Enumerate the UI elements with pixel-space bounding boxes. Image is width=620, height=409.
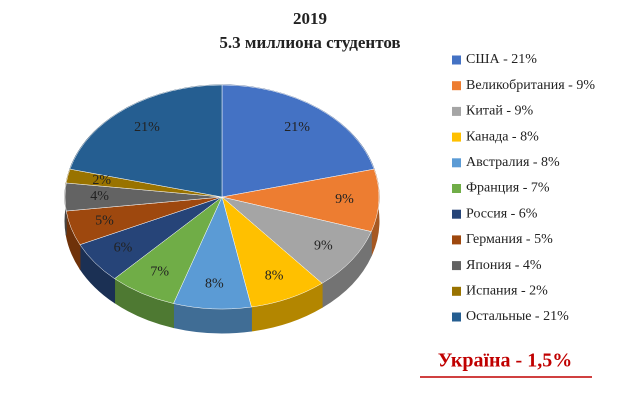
legend-label: Россия - 6% [466,206,538,221]
legend-swatch [452,286,461,296]
data-label: 5% [95,214,114,229]
slice [221,196,372,284]
data-label: 6% [114,241,133,256]
legend-swatch [452,158,461,168]
legend-label: Япония - 4% [466,258,542,273]
data-label: 4% [90,189,109,204]
legend-swatch [452,55,461,65]
chart-subtitle: 5.3 миллиона студентов [219,33,400,52]
data-label: 2% [92,173,111,188]
annotation: Україна - 1,5% [438,350,572,372]
legend-swatch [452,235,461,245]
legend-label: Австралия - 8% [466,155,560,170]
chart-title: 2019 [293,9,327,28]
legend-swatch [452,312,461,322]
data-label: 8% [205,276,224,291]
legend-swatch [452,81,461,91]
legend-label: Германия - 5% [466,232,553,247]
legend-label: США - 21% [466,52,537,67]
legend-swatch [452,184,461,193]
slice [221,84,375,198]
data-label: 21% [134,120,160,135]
legend-swatch [452,261,461,271]
legend-label: Франция - 7% [466,181,550,196]
slice [69,84,223,198]
data-label: 7% [150,264,169,279]
slice [221,168,380,232]
data-label: 21% [284,120,310,135]
legend-label: Великобритания - 9% [466,78,595,93]
legend-swatch [452,106,461,116]
legend-label: Канада - 8% [466,129,539,144]
data-label: 8% [265,268,284,283]
legend-label: Остальные - 21% [466,309,569,324]
data-label: 9% [335,192,354,207]
data-label: 9% [314,238,333,253]
legend-swatch [452,209,461,219]
legend-label: Испания - 2% [466,284,548,299]
legend-swatch [452,132,461,142]
legend-label: Китай - 9% [466,104,533,119]
